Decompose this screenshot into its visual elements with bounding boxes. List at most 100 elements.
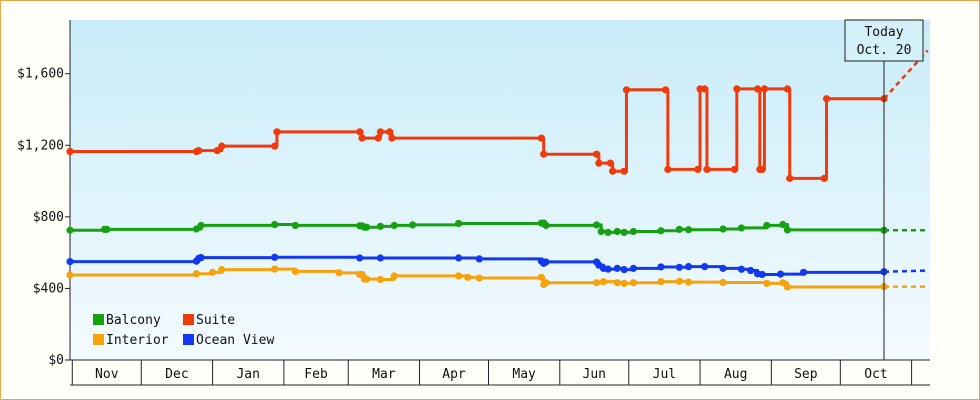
data-point-balcony <box>291 221 299 230</box>
data-point-interior <box>335 269 343 277</box>
series-suite <box>66 49 929 182</box>
data-point-suite <box>374 134 382 142</box>
x-month-label: Jul <box>653 367 676 382</box>
data-point-interior <box>271 265 279 273</box>
x-month-label: Mar <box>372 367 396 382</box>
data-point-balcony <box>66 226 74 234</box>
legend-label-ocean-view: Ocean View <box>196 333 274 348</box>
data-point-interior <box>291 267 299 276</box>
data-point-balcony <box>455 219 463 228</box>
data-point-suite <box>273 128 281 136</box>
data-point-suite <box>786 174 794 182</box>
data-point-suite <box>758 165 766 174</box>
data-point-balcony <box>763 221 771 230</box>
data-point-ocean-view <box>657 263 665 271</box>
data-point-suite <box>703 165 711 174</box>
data-point-interior <box>675 277 683 285</box>
data-point-ocean-view <box>758 270 766 279</box>
data-point-interior <box>684 278 693 286</box>
data-point-ocean-view <box>455 254 463 262</box>
data-point-balcony <box>684 226 693 234</box>
today-box <box>844 19 924 62</box>
today-date-label: Oct. 20 <box>857 43 912 58</box>
legend-swatch-balcony <box>93 314 104 325</box>
x-month-label: Aug <box>724 367 747 382</box>
x-month-label: Oct <box>864 367 887 382</box>
data-point-suite <box>271 142 279 150</box>
data-point-ocean-view <box>356 254 364 262</box>
data-point-interior <box>475 274 483 282</box>
data-point-ocean-view <box>542 258 550 266</box>
data-point-interior <box>208 268 217 276</box>
data-point-interior <box>455 272 463 280</box>
data-point-suite <box>820 174 828 182</box>
data-point-balcony <box>597 227 605 236</box>
y-tick-label: $0 <box>48 353 64 368</box>
data-point-suite <box>537 134 545 142</box>
data-point-suite <box>388 134 396 142</box>
data-point-interior <box>592 279 601 287</box>
data-point-balcony <box>363 223 371 231</box>
legend-label-suite: Suite <box>196 313 235 328</box>
data-point-suite <box>760 85 769 93</box>
series-projection-ocean-view <box>883 269 928 274</box>
data-point-suite <box>540 150 548 158</box>
data-point-ocean-view <box>684 262 693 271</box>
data-point-balcony <box>783 226 792 234</box>
data-point-interior <box>542 279 550 287</box>
data-point-interior <box>464 273 472 281</box>
data-point-balcony <box>604 228 612 237</box>
data-point-suite <box>386 128 394 136</box>
data-point-balcony <box>620 228 628 237</box>
legend-label-balcony: Balcony <box>106 313 161 328</box>
data-point-ocean-view <box>66 257 74 266</box>
data-point-interior <box>719 278 727 287</box>
x-axis: Nov Dec Jan Feb Mar Apr May Jun Jul Aug Sep Oct <box>70 359 930 386</box>
x-month-label: Feb <box>304 367 328 382</box>
data-point-interior <box>613 279 621 287</box>
data-point-ocean-view <box>799 268 808 276</box>
data-point-suite <box>606 159 614 167</box>
data-point-suite <box>195 147 203 155</box>
data-point-ocean-view <box>675 263 683 271</box>
data-point-suite <box>753 85 762 93</box>
data-point-suite <box>822 95 831 103</box>
x-month-label: Apr <box>442 367 466 382</box>
data-point-interior <box>363 275 371 283</box>
data-point-balcony <box>409 221 417 229</box>
legend: Balcony Suite Interior Ocean View <box>93 313 274 348</box>
x-month-label: Nov <box>95 367 119 382</box>
data-point-ocean-view <box>737 265 746 273</box>
data-point-suite <box>595 159 603 167</box>
data-point-suite <box>609 167 617 175</box>
x-month-label: Jan <box>236 367 259 382</box>
y-tick-label: $1,200 <box>17 138 64 153</box>
data-point-suite <box>730 165 739 174</box>
data-point-balcony <box>376 222 385 230</box>
y-axis: $0 $400 $800 $1,200 $1,600 <box>17 20 71 368</box>
today-marker: Today Oct. 20 <box>844 19 924 360</box>
data-point-ocean-view <box>701 262 709 271</box>
data-point-balcony <box>271 220 279 229</box>
data-point-balcony <box>675 225 683 233</box>
series-interior <box>66 265 928 291</box>
data-point-balcony <box>592 221 601 229</box>
data-point-ocean-view <box>613 264 621 272</box>
data-point-ocean-view <box>719 264 727 272</box>
data-point-balcony <box>103 225 111 233</box>
data-point-ocean-view <box>271 253 279 261</box>
data-point-interior <box>537 273 545 281</box>
data-point-interior <box>599 278 608 286</box>
x-month-label: Jun <box>583 367 606 382</box>
series-balcony <box>66 219 928 237</box>
data-point-balcony <box>542 221 550 230</box>
data-point-suite <box>66 147 74 156</box>
data-point-ocean-view <box>747 266 755 275</box>
data-point-interior <box>657 278 665 286</box>
data-point-interior <box>66 271 74 279</box>
data-point-ocean-view <box>776 270 785 278</box>
data-point-balcony <box>197 221 205 230</box>
legend-swatch-interior <box>93 334 104 345</box>
x-month-label: Dec <box>165 367 188 382</box>
